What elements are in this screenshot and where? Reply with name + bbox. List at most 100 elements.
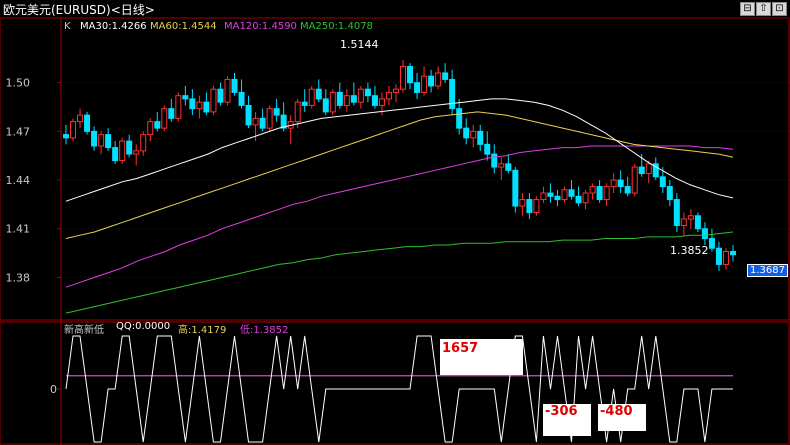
candle-body xyxy=(484,143,491,155)
candle-body xyxy=(385,91,392,100)
candle-body xyxy=(392,88,399,93)
candle-body xyxy=(463,127,470,139)
candle-body xyxy=(105,134,112,149)
main-panel-border xyxy=(0,17,790,321)
candle-body xyxy=(245,104,252,126)
candle-body xyxy=(512,169,519,207)
candle-body xyxy=(428,75,435,87)
candle-body xyxy=(168,108,175,119)
candle-body xyxy=(722,250,729,265)
indicator-high: 高:1.4179 xyxy=(178,325,227,336)
candle-body xyxy=(210,88,217,113)
candle-body xyxy=(217,88,224,103)
high-price-label: 1.5144 xyxy=(340,38,379,51)
nav-left-button[interactable]: ⊟ xyxy=(740,2,755,16)
y-tick-label: 1.44 xyxy=(6,174,31,187)
candle-body xyxy=(224,78,231,103)
candle-body xyxy=(673,199,680,226)
window-title: 欧元美元(EURUSD)<日线> xyxy=(3,3,155,17)
candle-body xyxy=(610,179,617,188)
candle-body xyxy=(196,101,203,110)
candle-body xyxy=(603,186,610,201)
candle-body xyxy=(189,98,196,110)
candle-body xyxy=(350,95,357,103)
candle-body xyxy=(63,134,69,139)
y-tick-label: 1.38 xyxy=(6,271,31,284)
candle-body xyxy=(554,195,561,201)
candle-body xyxy=(84,114,91,132)
legend-ma120: MA120:1.4590 xyxy=(224,21,297,32)
candle-body xyxy=(631,166,638,194)
candle-body xyxy=(133,150,140,155)
candle-body xyxy=(568,189,575,197)
candle-body xyxy=(91,130,98,147)
candle-body xyxy=(652,163,659,178)
candle-body xyxy=(294,101,301,123)
candle-body xyxy=(638,166,645,175)
candle-body xyxy=(505,163,512,171)
nav-up-button[interactable]: ⇧ xyxy=(756,2,771,16)
indicator-name: 新高新低 xyxy=(64,325,104,336)
candle-body xyxy=(680,218,687,226)
low-price-label: 1.3852 xyxy=(670,244,709,257)
indicator-qq: QQ:0.0000 xyxy=(116,321,171,332)
candle-body xyxy=(98,134,105,147)
indicator-panel-border xyxy=(0,321,790,445)
candle-body xyxy=(435,72,442,87)
marker-box-306: -306 xyxy=(543,404,591,436)
nav-right-button[interactable]: ⊡ xyxy=(772,2,787,16)
candle-body xyxy=(147,121,154,136)
candle-body xyxy=(701,228,708,239)
candle-body xyxy=(140,134,147,152)
candle-body xyxy=(645,163,652,175)
legend-ma250: MA250:1.4078 xyxy=(300,21,373,32)
candle-body xyxy=(280,114,287,129)
candle-body xyxy=(364,88,371,97)
candle-body xyxy=(589,186,596,194)
indicator-zero-label: 0 xyxy=(50,383,57,396)
legend-ma30: MA30:1.4266 xyxy=(80,21,147,32)
last-price-tag: 1.3687 xyxy=(747,264,788,277)
candle-body xyxy=(715,247,722,265)
candle-body xyxy=(421,75,428,93)
candle-body xyxy=(547,192,554,197)
ma120-line xyxy=(65,145,734,288)
candle-body xyxy=(526,199,533,214)
candle-body xyxy=(617,179,624,188)
candle-body xyxy=(533,199,540,214)
candle-body xyxy=(498,163,505,168)
candle-body xyxy=(687,215,694,220)
candle-body xyxy=(315,88,322,100)
window-title-bar: 欧元美元(EURUSD)<日线> ⊟ ⇧ ⊡ xyxy=(0,0,790,18)
candle-body xyxy=(519,199,526,207)
candle-body xyxy=(357,88,364,103)
marker-box-480: -480 xyxy=(598,404,646,431)
candle-body xyxy=(694,215,701,230)
indicator-signal-line xyxy=(65,335,733,443)
candle-body xyxy=(266,108,273,129)
candle-body xyxy=(477,130,484,145)
candle-body xyxy=(659,176,666,188)
candle-body xyxy=(238,91,245,106)
candle-body xyxy=(336,91,343,106)
candle-body xyxy=(378,98,385,106)
candle-body xyxy=(414,82,421,93)
candle-body xyxy=(575,195,582,204)
legend-ma60: MA60:1.4544 xyxy=(150,21,217,32)
candle-body xyxy=(259,117,266,129)
candle-body xyxy=(343,95,350,106)
ma30-line xyxy=(65,98,734,202)
candle-body xyxy=(596,186,603,201)
y-tick-label: 1.50 xyxy=(6,77,31,90)
ma250-line xyxy=(65,231,734,314)
candle-body xyxy=(203,101,210,113)
candle-body xyxy=(730,250,736,256)
y-tick-label: 1.47 xyxy=(6,125,31,138)
legend-k: K xyxy=(64,21,71,32)
marker-box-1657: 1657 xyxy=(440,339,523,375)
candle-body xyxy=(161,108,168,129)
ma60-line xyxy=(65,111,734,239)
candle-body xyxy=(456,108,463,129)
candle-body xyxy=(407,65,414,84)
